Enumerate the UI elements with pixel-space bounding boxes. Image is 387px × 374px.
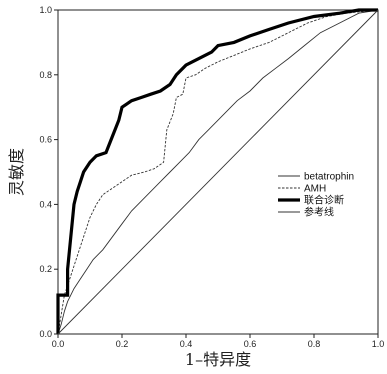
y-tick-label: 0.6 bbox=[39, 135, 52, 145]
series-line-1 bbox=[57, 9, 379, 335]
roc-curves bbox=[56, 8, 379, 335]
y-tick-label: 0.2 bbox=[39, 264, 52, 274]
x-axis-title: 1–特异度 bbox=[185, 350, 251, 369]
x-axis-ticks: 0.0 0.2 0.4 0.6 0.8 1.0 bbox=[52, 334, 385, 349]
x-tick-label: 1.0 bbox=[372, 339, 385, 349]
series-line-2 bbox=[56, 8, 378, 334]
legend-label: betatrophin bbox=[304, 172, 354, 183]
x-tick-label: 0.0 bbox=[52, 339, 65, 349]
legend-label: 参考线 bbox=[304, 206, 334, 219]
x-tick-label: 0.4 bbox=[180, 339, 193, 349]
x-tick-label: 0.8 bbox=[308, 339, 321, 349]
series-line-0 bbox=[57, 9, 379, 335]
x-tick-label: 0.6 bbox=[244, 339, 257, 349]
x-tick-label: 0.2 bbox=[116, 339, 129, 349]
y-tick-label: 0.8 bbox=[39, 70, 52, 80]
y-axis-ticks: 0.0 0.2 0.4 0.6 0.8 1.0 bbox=[39, 5, 58, 339]
y-axis-title: 灵敏度 bbox=[7, 148, 26, 196]
y-tick-label: 0.0 bbox=[39, 329, 52, 339]
legend-label: 联合诊断 bbox=[304, 194, 344, 207]
y-tick-label: 0.4 bbox=[39, 199, 52, 209]
y-tick-label: 1.0 bbox=[39, 5, 52, 15]
series-line-3 bbox=[57, 9, 379, 335]
legend-label: AMH bbox=[304, 184, 326, 195]
plot-frame bbox=[57, 9, 379, 335]
